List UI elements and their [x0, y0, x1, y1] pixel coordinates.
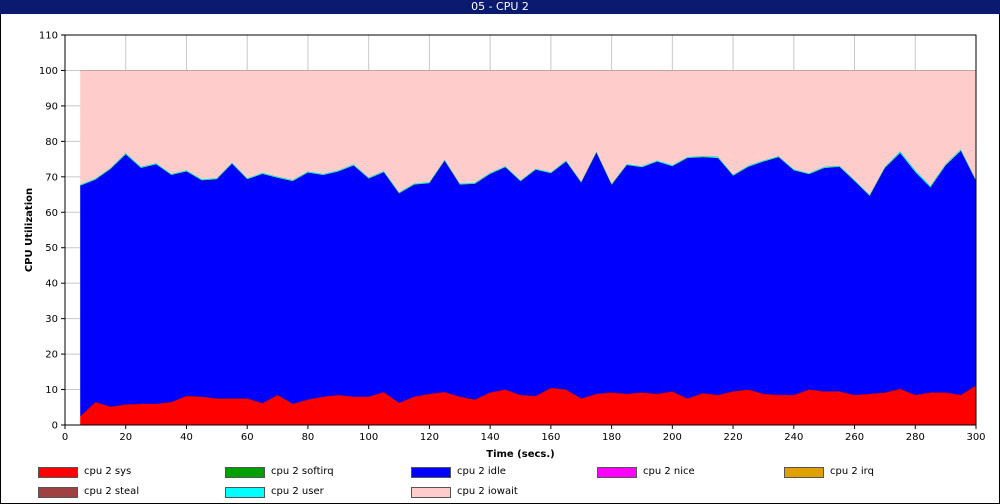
- x-tick-label: 20: [119, 432, 132, 443]
- y-tick-label: 50: [45, 243, 58, 254]
- chart-legend: cpu 2 sys cpu 2 softirq cpu 2 idle cpu 2 ni…: [0, 464, 1000, 504]
- legend-item-cpu-2-softirq: cpu 2 softirq: [225, 466, 334, 478]
- x-tick-label: 180: [602, 432, 621, 443]
- x-tick-label: 260: [845, 432, 864, 443]
- legend-item-cpu-2-iowait: cpu 2 iowait: [411, 486, 518, 498]
- area-cpu-2-sys: [80, 385, 976, 425]
- legend-label: cpu 2 user: [271, 486, 324, 497]
- legend-label: cpu 2 steal: [84, 486, 140, 497]
- y-tick-label: 70: [45, 172, 58, 183]
- legend-item-cpu-2-irq: cpu 2 irq: [784, 466, 874, 478]
- legend-swatch: [411, 466, 451, 478]
- y-tick-label: 100: [39, 66, 58, 77]
- legend-label: cpu 2 idle: [457, 466, 506, 477]
- y-tick-label: 60: [45, 208, 58, 219]
- legend-item-cpu-2-nice: cpu 2 nice: [597, 466, 695, 478]
- legend-label: cpu 2 iowait: [457, 486, 518, 497]
- x-tick-label: 0: [62, 432, 68, 443]
- x-tick-label: 80: [302, 432, 315, 443]
- x-tick-label: 120: [420, 432, 439, 443]
- legend-label: cpu 2 nice: [643, 466, 695, 477]
- legend-swatch: [38, 466, 78, 478]
- legend-swatch: [784, 466, 824, 478]
- legend-item-cpu-2-user: cpu 2 user: [225, 486, 324, 498]
- y-tick-label: 20: [45, 350, 58, 361]
- legend-swatch: [225, 486, 265, 498]
- y-tick-label: 80: [45, 137, 58, 148]
- x-tick-label: 200: [663, 432, 682, 443]
- x-tick-label: 220: [724, 432, 743, 443]
- y-tick-label: 0: [52, 421, 58, 432]
- legend-label: cpu 2 softirq: [271, 466, 334, 477]
- legend-swatch: [411, 486, 451, 498]
- legend-label: cpu 2 irq: [830, 466, 874, 477]
- legend-item-cpu-2-sys: cpu 2 sys: [38, 466, 131, 478]
- x-axis-label: Time (secs.): [486, 449, 555, 460]
- area-cpu-2-iowait: [80, 70, 976, 195]
- legend-swatch: [597, 466, 637, 478]
- x-tick-label: 140: [481, 432, 500, 443]
- x-tick-label: 40: [180, 432, 193, 443]
- y-tick-label: 90: [45, 101, 58, 112]
- area-cpu-2-idle: [80, 150, 976, 417]
- legend-label: cpu 2 sys: [84, 466, 132, 477]
- x-tick-label: 240: [784, 432, 803, 443]
- x-tick-label: 60: [241, 432, 254, 443]
- cpu-utilization-chart: 0 10 20 30 40 50 60 70 80 90 100 110 0 20 40 60 80 100 12…: [24, 31, 986, 461]
- y-axis-ticks: 0 10 20 30 40 50 60 70 80 90 100 110: [39, 31, 65, 432]
- x-tick-label: 280: [906, 432, 925, 443]
- window-title: 05 - CPU 2: [0, 0, 1000, 14]
- stacked-areas: [79, 70, 977, 425]
- x-axis-ticks: 0 20 40 60 80 100 120 140 160 180 200 220 240 260 280 3…: [62, 425, 986, 443]
- x-tick-label: 160: [541, 432, 560, 443]
- legend-item-cpu-2-idle: cpu 2 idle: [411, 466, 506, 478]
- y-tick-label: 30: [45, 314, 58, 325]
- legend-item-cpu-2-steal: cpu 2 steal: [38, 486, 139, 498]
- legend-swatch: [225, 466, 265, 478]
- y-tick-label: 10: [45, 385, 58, 396]
- x-tick-label: 100: [359, 432, 378, 443]
- x-tick-label: 300: [966, 432, 985, 443]
- y-tick-label: 40: [45, 279, 58, 290]
- y-tick-label: 110: [39, 31, 58, 42]
- plot-area: [64, 34, 977, 426]
- legend-swatch: [38, 486, 78, 498]
- y-axis-label: CPU Utilization: [24, 188, 35, 272]
